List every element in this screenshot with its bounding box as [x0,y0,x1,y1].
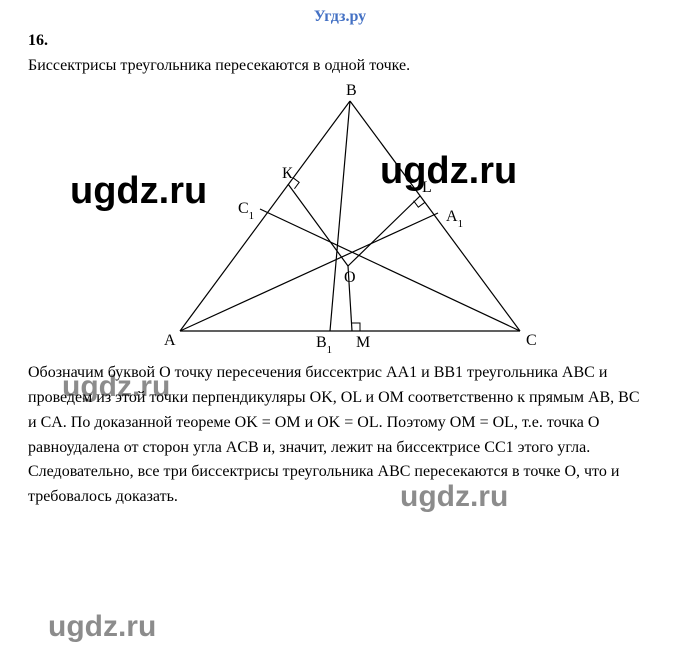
point-label: B1 [316,334,332,356]
right-angle-marker [293,178,299,189]
point-label: A [164,332,176,349]
point-label: C [526,332,537,349]
watermark-text: ugdz.ru [48,610,156,644]
right-angle-marker [414,201,425,207]
geometry-diagram: A B C O A1 B1 C1 К L M [130,81,550,361]
segment [348,196,420,266]
right-angle-marker [352,323,360,331]
page: Угдз.ру 16. Биссектрисы треугольника пер… [0,0,680,522]
segment [180,101,350,331]
problem-statement: Биссектрисы треугольника пересекаются в … [28,54,652,77]
segment [260,209,520,331]
point-label: К [282,165,293,182]
figure-container: A B C O A1 B1 C1 К L M [28,81,652,361]
segment [350,101,520,331]
point-label: B [346,82,357,99]
point-label: A1 [446,208,463,230]
site-title: Угдз.ру [28,8,652,26]
problem-number: 16. [28,32,652,50]
segment [180,213,438,331]
point-label: C1 [238,200,254,222]
proof-text: Обозначим буквой O точку пересечения бис… [28,361,652,510]
segment [330,101,350,331]
point-label: O [344,269,356,286]
point-label: L [422,179,432,196]
point-label: M [356,334,370,351]
